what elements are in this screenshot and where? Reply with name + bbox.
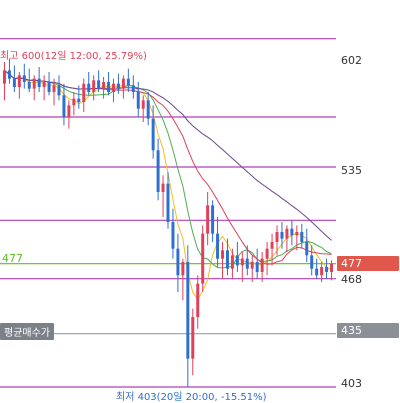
candle-body-17 xyxy=(87,83,91,92)
candle-body-31 xyxy=(156,150,160,192)
candle-body-45 xyxy=(225,250,229,269)
green-level-label: 477 xyxy=(2,252,23,265)
candle-body-44 xyxy=(221,250,224,259)
axis-label-468: 468 xyxy=(341,273,362,286)
candle-body-56 xyxy=(280,232,284,239)
candle-body-33 xyxy=(166,183,170,222)
candle-body-7 xyxy=(37,78,41,87)
candle-body-53 xyxy=(265,248,269,259)
candle-body-16 xyxy=(82,83,86,102)
candle-body-13 xyxy=(67,105,71,117)
candle-body-26 xyxy=(131,85,135,92)
high-annotation: 최고 600(12일 12:00, 25.79%) xyxy=(0,51,147,62)
candle-body-25 xyxy=(126,78,130,86)
candle-body-41 xyxy=(206,205,210,234)
candle-body-28 xyxy=(141,100,145,109)
candle-body-8 xyxy=(42,82,46,87)
candle-body-34 xyxy=(171,222,175,249)
candle-body-29 xyxy=(146,100,150,119)
candle-body-62 xyxy=(310,255,314,269)
candle-body-12 xyxy=(62,95,66,117)
candle-body-50 xyxy=(250,262,254,269)
candle-body-24 xyxy=(121,78,125,89)
horizontal-levels xyxy=(0,38,336,388)
candle-body-14 xyxy=(72,98,76,106)
avg-buy-label: 평균매수가 xyxy=(0,323,54,340)
candle-body-40 xyxy=(201,233,205,284)
candle-body-22 xyxy=(112,83,115,92)
candle-body-48 xyxy=(240,258,244,266)
axis-label-535: 535 xyxy=(341,164,362,177)
candle-body-30 xyxy=(151,118,155,151)
candle-body-32 xyxy=(161,183,165,192)
candle-body-38 xyxy=(191,317,195,359)
candle-body-49 xyxy=(245,258,249,269)
candle-body-64 xyxy=(320,267,324,276)
candle-body-46 xyxy=(230,255,234,269)
candle-body-27 xyxy=(136,92,140,109)
candle-body-60 xyxy=(300,232,304,242)
candle-body-6 xyxy=(32,78,36,89)
candle-body-11 xyxy=(57,85,61,96)
candle-body-10 xyxy=(52,85,56,92)
low-annotation: 최저 403(20일 20:00, -15.51%) xyxy=(116,392,267,403)
candle-body-61 xyxy=(305,242,309,256)
candle-body-5 xyxy=(27,82,31,89)
candle-body-39 xyxy=(196,283,200,317)
candle-body-2 xyxy=(12,78,16,87)
candle-body-35 xyxy=(176,248,180,276)
candle-body-42 xyxy=(211,205,215,234)
candle-body-66 xyxy=(330,263,334,272)
candle-body-65 xyxy=(325,267,329,272)
candle-body-0 xyxy=(2,70,6,84)
candle-body-55 xyxy=(275,232,279,242)
candle-body-43 xyxy=(216,233,220,259)
candle-body-59 xyxy=(295,232,299,236)
axis-label-403: 403 xyxy=(341,377,362,390)
candle-body-51 xyxy=(255,262,259,272)
candle-body-15 xyxy=(77,98,81,102)
candle-body-37 xyxy=(186,262,190,359)
candle-body-1 xyxy=(7,70,11,79)
candle-body-58 xyxy=(290,228,294,236)
candle-body-52 xyxy=(260,258,264,272)
candle-body-36 xyxy=(181,262,185,276)
candle-body-63 xyxy=(315,268,319,276)
candle-body-57 xyxy=(285,228,289,239)
candle-body-20 xyxy=(102,82,106,89)
candle-body-47 xyxy=(235,255,239,266)
candlesticks xyxy=(2,58,334,387)
candle-body-23 xyxy=(116,83,120,89)
avg-price-tag: 435 xyxy=(337,323,399,338)
candle-body-4 xyxy=(22,75,26,82)
candle-body-3 xyxy=(17,75,21,87)
candle-body-54 xyxy=(270,242,274,249)
candle-body-18 xyxy=(92,80,96,92)
candle-body-9 xyxy=(47,82,51,92)
candle-body-19 xyxy=(97,80,101,89)
axis-label-602: 602 xyxy=(341,54,362,67)
candle-body-21 xyxy=(107,82,111,92)
current-price-tag: 477 xyxy=(337,256,399,271)
